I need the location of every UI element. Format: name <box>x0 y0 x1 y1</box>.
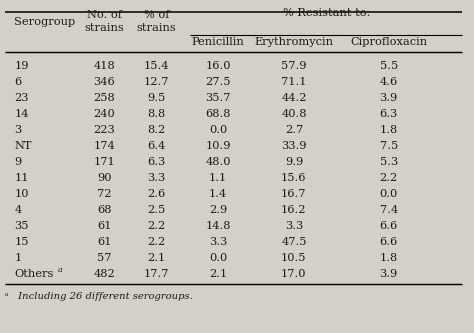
Text: 3.3: 3.3 <box>285 221 303 231</box>
Text: 68: 68 <box>97 205 111 215</box>
Text: 16.2: 16.2 <box>281 205 307 215</box>
Text: 223: 223 <box>93 125 115 135</box>
Text: 57.9: 57.9 <box>281 61 307 71</box>
Text: 35: 35 <box>14 221 29 231</box>
Text: 2.7: 2.7 <box>285 125 303 135</box>
Text: 15: 15 <box>14 237 29 247</box>
Text: 2.1: 2.1 <box>147 253 165 263</box>
Text: 4.6: 4.6 <box>380 77 398 87</box>
Text: 174: 174 <box>93 141 115 151</box>
Text: NT: NT <box>14 141 32 151</box>
Text: 14: 14 <box>14 109 29 119</box>
Text: 6.3: 6.3 <box>380 109 398 119</box>
Text: 27.5: 27.5 <box>205 77 231 87</box>
Text: 16.0: 16.0 <box>205 61 231 71</box>
Text: 5.3: 5.3 <box>380 157 398 167</box>
Text: 17.0: 17.0 <box>281 269 307 279</box>
Text: 4: 4 <box>14 205 21 215</box>
Text: 10.9: 10.9 <box>205 141 231 151</box>
Text: 61: 61 <box>97 237 111 247</box>
Text: 9.5: 9.5 <box>147 93 165 103</box>
Text: 1.8: 1.8 <box>380 253 398 263</box>
Text: 1: 1 <box>14 253 21 263</box>
Text: 2.2: 2.2 <box>147 221 165 231</box>
Text: 15.6: 15.6 <box>281 173 307 183</box>
Text: 1.8: 1.8 <box>380 125 398 135</box>
Text: 47.5: 47.5 <box>281 237 307 247</box>
Text: 3.9: 3.9 <box>380 93 398 103</box>
Text: Including 26 different serogroups.: Including 26 different serogroups. <box>15 292 193 301</box>
Text: 7.5: 7.5 <box>380 141 398 151</box>
Text: 2.9: 2.9 <box>209 205 227 215</box>
Text: % Resistant to:: % Resistant to: <box>283 8 371 18</box>
Text: 11: 11 <box>14 173 29 183</box>
Text: 0.0: 0.0 <box>209 253 227 263</box>
Text: 482: 482 <box>93 269 115 279</box>
Text: 2.6: 2.6 <box>147 189 165 199</box>
Text: 2.2: 2.2 <box>380 173 398 183</box>
Text: 171: 171 <box>93 157 115 167</box>
Text: 2.1: 2.1 <box>209 269 227 279</box>
Text: 258: 258 <box>93 93 115 103</box>
Text: 10.5: 10.5 <box>281 253 307 263</box>
Text: Ciprofloxacin: Ciprofloxacin <box>350 37 427 47</box>
Text: 8.8: 8.8 <box>147 109 165 119</box>
Text: 1.1: 1.1 <box>209 173 227 183</box>
Text: 8.2: 8.2 <box>147 125 165 135</box>
Text: 5.5: 5.5 <box>380 61 398 71</box>
Text: 19: 19 <box>14 61 29 71</box>
Text: 40.8: 40.8 <box>281 109 307 119</box>
Text: 6: 6 <box>14 77 21 87</box>
Text: 68.8: 68.8 <box>205 109 231 119</box>
Text: 17.7: 17.7 <box>144 269 169 279</box>
Text: a: a <box>58 266 63 274</box>
Text: % of
strains: % of strains <box>137 10 176 33</box>
Text: 3.9: 3.9 <box>380 269 398 279</box>
Text: 90: 90 <box>97 173 111 183</box>
Text: 71.1: 71.1 <box>281 77 307 87</box>
Text: Penicillin: Penicillin <box>191 37 245 47</box>
Text: 2.5: 2.5 <box>147 205 165 215</box>
Text: 3.3: 3.3 <box>147 173 165 183</box>
Text: 16.7: 16.7 <box>281 189 307 199</box>
Text: 15.4: 15.4 <box>144 61 169 71</box>
Text: 12.7: 12.7 <box>144 77 169 87</box>
Text: Serogroup: Serogroup <box>14 17 75 27</box>
Text: 6.3: 6.3 <box>147 157 165 167</box>
Text: 35.7: 35.7 <box>205 93 231 103</box>
Text: 3.3: 3.3 <box>209 237 227 247</box>
Text: 1.4: 1.4 <box>209 189 227 199</box>
Text: 0.0: 0.0 <box>380 189 398 199</box>
Text: 418: 418 <box>93 61 115 71</box>
Text: 9.9: 9.9 <box>285 157 303 167</box>
Text: Erythromycin: Erythromycin <box>255 37 333 47</box>
Text: 48.0: 48.0 <box>205 157 231 167</box>
Text: Others: Others <box>14 269 54 279</box>
Text: 14.8: 14.8 <box>205 221 231 231</box>
Text: 44.2: 44.2 <box>281 93 307 103</box>
Text: 72: 72 <box>97 189 111 199</box>
Text: 61: 61 <box>97 221 111 231</box>
Text: 240: 240 <box>93 109 115 119</box>
Text: 2.2: 2.2 <box>147 237 165 247</box>
Text: ᵃ: ᵃ <box>5 292 8 301</box>
Text: 3: 3 <box>14 125 21 135</box>
Text: 9: 9 <box>14 157 21 167</box>
Text: 6.6: 6.6 <box>380 221 398 231</box>
Text: 57: 57 <box>97 253 111 263</box>
Text: 33.9: 33.9 <box>281 141 307 151</box>
Text: 6.6: 6.6 <box>380 237 398 247</box>
Text: No. of
strains: No. of strains <box>84 10 124 33</box>
Text: 0.0: 0.0 <box>209 125 227 135</box>
Text: 10: 10 <box>14 189 29 199</box>
Text: 7.4: 7.4 <box>380 205 398 215</box>
Text: 346: 346 <box>93 77 115 87</box>
Text: 6.4: 6.4 <box>147 141 165 151</box>
Text: 23: 23 <box>14 93 29 103</box>
